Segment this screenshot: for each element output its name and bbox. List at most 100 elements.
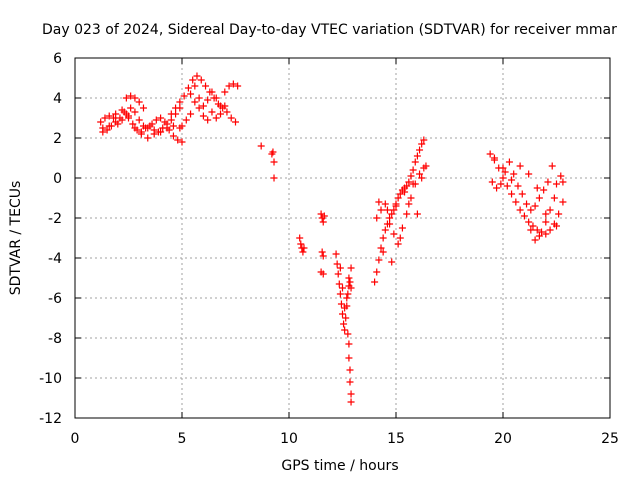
data-point: [342, 314, 350, 322]
data-point: [142, 124, 150, 132]
data-point: [533, 226, 541, 234]
data-point: [512, 198, 520, 206]
data-point: [129, 120, 137, 128]
data-point: [317, 268, 325, 276]
y-axis-label: SDTVAR / TECUs: [8, 181, 24, 296]
data-point: [257, 142, 265, 150]
data-point: [533, 184, 541, 192]
data-point: [172, 104, 180, 112]
axis-ticks: [74, 57, 611, 419]
series-arc-5: [332, 250, 355, 406]
data-point: [300, 244, 308, 252]
data-point: [347, 284, 355, 292]
data-point: [377, 244, 385, 252]
data-point: [101, 114, 109, 122]
data-point: [525, 170, 533, 178]
data-point: [150, 130, 158, 138]
data-point: [337, 300, 345, 308]
data-point: [344, 330, 352, 338]
data-point: [180, 92, 188, 100]
data-point: [527, 226, 535, 234]
data-point: [167, 110, 175, 118]
data-point: [418, 140, 426, 148]
data-point: [409, 166, 417, 174]
y-tick-label: -4: [48, 251, 62, 267]
data-point: [135, 98, 143, 106]
data-point: [531, 236, 539, 244]
data-point: [527, 206, 535, 214]
data-point: [319, 252, 327, 260]
x-tick-labels: 0 5 10 15 20 25: [71, 431, 619, 447]
data-point: [346, 378, 354, 386]
data-point: [169, 132, 177, 140]
data-point: [116, 114, 124, 122]
data-point: [418, 174, 426, 182]
data-point: [199, 102, 207, 110]
data-point: [339, 284, 346, 292]
data-point: [540, 186, 548, 194]
data-point: [405, 178, 413, 186]
data-point: [559, 198, 567, 206]
x-tick-label: 15: [387, 431, 405, 447]
data-point: [299, 248, 307, 256]
series-arc-7: [486, 150, 567, 244]
data-point: [345, 340, 353, 348]
data-point: [202, 82, 210, 90]
data-point: [112, 118, 120, 126]
data-point: [227, 114, 235, 122]
chart-title: Day 023 of 2024, Sidereal Day-to-day VTE…: [42, 22, 617, 38]
data-point: [195, 104, 203, 112]
data-point: [405, 200, 413, 208]
data-points: [97, 72, 567, 406]
data-point: [182, 116, 190, 124]
data-point: [420, 164, 428, 172]
data-point: [178, 122, 186, 130]
data-point: [152, 116, 160, 124]
data-point: [501, 168, 509, 176]
data-point: [347, 398, 355, 406]
data-point: [508, 176, 516, 184]
data-point: [546, 226, 554, 234]
data-point: [336, 290, 344, 298]
x-tick-label: 10: [280, 431, 298, 447]
data-point: [381, 226, 389, 234]
data-point: [199, 112, 207, 120]
x-tick-label: 5: [178, 431, 187, 447]
data-point: [344, 290, 352, 298]
data-point: [531, 202, 539, 210]
data-point: [131, 108, 139, 116]
data-point: [144, 134, 152, 142]
data-point: [413, 152, 421, 160]
data-point: [320, 212, 328, 220]
data-point: [221, 102, 229, 110]
data-point: [137, 130, 145, 138]
data-point: [488, 178, 496, 186]
data-point: [169, 122, 177, 130]
data-point: [99, 128, 107, 136]
data-point: [296, 234, 304, 242]
data-point: [413, 210, 421, 218]
data-point: [407, 172, 415, 180]
data-point: [486, 150, 494, 158]
data-point: [388, 258, 396, 266]
series-arc-6: [371, 136, 430, 286]
series-arc-2: [167, 72, 242, 130]
data-point: [221, 88, 229, 96]
data-point: [396, 234, 404, 242]
data-point: [516, 206, 524, 214]
data-point: [341, 326, 349, 334]
y-tick-label: -10: [39, 371, 62, 387]
data-point: [176, 98, 184, 106]
data-point: [390, 230, 398, 238]
data-point: [340, 320, 348, 328]
data-point: [189, 76, 197, 84]
data-point: [520, 212, 528, 220]
data-point: [557, 172, 565, 180]
data-point: [319, 218, 327, 226]
data-point: [204, 116, 212, 124]
x-tick-label: 20: [494, 431, 512, 447]
data-point: [212, 94, 220, 102]
data-point: [529, 222, 537, 230]
data-point: [420, 136, 428, 144]
